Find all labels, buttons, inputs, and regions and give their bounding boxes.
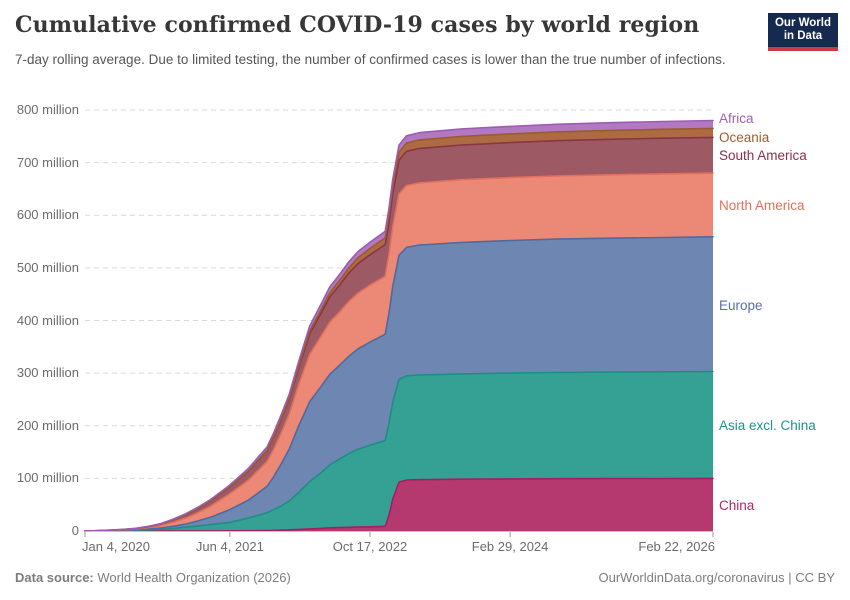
x-axis-label: Feb 22, 2026	[638, 539, 715, 554]
y-axis-label-300: 300 million	[16, 365, 79, 381]
x-axis-label: Jun 4, 2021	[195, 539, 264, 554]
area-china[interactable]	[85, 478, 713, 531]
line-asia-excl-china	[84, 370, 714, 532]
legend-label-africa[interactable]: Africa	[719, 111, 754, 126]
area-asia-excl-china[interactable]	[85, 371, 713, 532]
legend-label-china[interactable]: China	[719, 498, 755, 513]
legend-label-south-america[interactable]: South America	[719, 148, 807, 163]
y-axis-label-700: 700 million	[16, 154, 79, 170]
x-axis-label: Jan 4, 2020	[82, 539, 150, 554]
chart-subtitle: 7-day rolling average. Due to limited te…	[15, 52, 726, 67]
legend-label-asia-excl-china[interactable]: Asia excl. China	[719, 418, 816, 433]
data-source-value: World Health Organization (2026)	[93, 570, 291, 585]
y-axis-label-400: 400 million	[16, 312, 79, 328]
y-axis-label-100: 100 million	[16, 470, 79, 486]
y-axis-label-600: 600 million	[16, 207, 79, 223]
legend-label-oceania[interactable]: Oceania	[719, 130, 770, 145]
owid-logo[interactable]: Our World in Data	[768, 13, 838, 47]
footer-license-link[interactable]: OurWorldinData.org/coronavirus | CC BY	[598, 570, 835, 585]
owid-logo-line1: Our World	[774, 17, 831, 29]
line-europe	[84, 236, 714, 532]
y-axis-label-800: 800 million	[16, 102, 79, 117]
owid-logo-line2: in Data	[783, 30, 823, 42]
area-europe[interactable]	[85, 236, 713, 532]
page-title: Cumulative confirmed COVID-19 cases by w…	[15, 12, 700, 38]
footer-data-source: Data source: World Health Organization (…	[15, 570, 291, 585]
line-north-america	[84, 172, 714, 532]
legend-label-europe[interactable]: Europe	[719, 298, 763, 313]
area-north-america[interactable]	[85, 173, 713, 531]
line-china	[84, 477, 714, 532]
line-africa	[84, 119, 714, 532]
y-axis-label-200: 200 million	[16, 417, 79, 433]
x-axis-label: Feb 29, 2024	[471, 539, 549, 554]
x-axis-label: Oct 17, 2022	[332, 539, 408, 554]
y-axis-label-500: 500 million	[16, 259, 79, 275]
owid-logo-red-bar	[768, 47, 838, 51]
legend-label-north-america[interactable]: North America	[719, 198, 805, 213]
y-axis-label-0: 0	[71, 523, 79, 538]
data-source-label: Data source:	[15, 570, 94, 585]
